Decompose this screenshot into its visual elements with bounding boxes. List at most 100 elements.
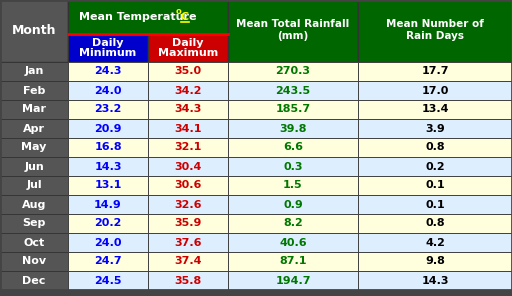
Text: Maximum: Maximum — [158, 48, 218, 58]
Text: 14.9: 14.9 — [94, 200, 122, 210]
Bar — [148, 81, 228, 100]
Bar — [358, 271, 512, 290]
Bar — [358, 81, 512, 100]
Bar — [228, 157, 358, 176]
Text: 17.7: 17.7 — [421, 67, 449, 76]
Bar — [0, 100, 68, 119]
Text: 13.4: 13.4 — [421, 104, 449, 115]
Text: Oct: Oct — [24, 237, 45, 247]
Text: 20.2: 20.2 — [94, 218, 122, 229]
Text: 24.5: 24.5 — [94, 276, 122, 286]
Bar — [0, 195, 68, 214]
Bar — [148, 119, 228, 138]
Text: 32.6: 32.6 — [174, 200, 202, 210]
Text: Apr: Apr — [23, 123, 45, 133]
Text: 0.1: 0.1 — [425, 181, 445, 191]
Bar — [68, 0, 228, 34]
Bar — [68, 195, 148, 214]
Bar — [228, 252, 358, 271]
Text: Aug: Aug — [22, 200, 46, 210]
Bar — [0, 138, 68, 157]
Text: Jul: Jul — [26, 181, 42, 191]
Bar — [358, 252, 512, 271]
Bar — [148, 62, 228, 81]
Bar — [0, 81, 68, 100]
Bar — [148, 157, 228, 176]
Bar — [68, 252, 148, 271]
Bar — [0, 62, 68, 81]
Text: Feb: Feb — [23, 86, 45, 96]
Bar — [148, 176, 228, 195]
Bar — [68, 81, 148, 100]
Text: 0.9: 0.9 — [283, 200, 303, 210]
Bar — [0, 176, 68, 195]
Bar — [148, 34, 228, 62]
Bar — [68, 214, 148, 233]
Text: 24.7: 24.7 — [94, 257, 122, 266]
Bar — [228, 214, 358, 233]
Bar — [148, 214, 228, 233]
Text: 35.9: 35.9 — [174, 218, 202, 229]
Bar — [358, 214, 512, 233]
Bar — [68, 233, 148, 252]
Text: 37.6: 37.6 — [174, 237, 202, 247]
Text: 23.2: 23.2 — [94, 104, 122, 115]
Text: 20.9: 20.9 — [94, 123, 122, 133]
Bar — [68, 157, 148, 176]
Text: 0.8: 0.8 — [425, 142, 445, 152]
Bar — [228, 119, 358, 138]
Text: 24.3: 24.3 — [94, 67, 122, 76]
Text: 39.8: 39.8 — [279, 123, 307, 133]
Text: Jun: Jun — [24, 162, 44, 171]
Text: 87.1: 87.1 — [279, 257, 307, 266]
Text: 24.0: 24.0 — [94, 86, 122, 96]
Bar — [358, 195, 512, 214]
Text: 0.8: 0.8 — [425, 218, 445, 229]
Text: 14.3: 14.3 — [421, 276, 449, 286]
Bar — [68, 138, 148, 157]
Text: C: C — [181, 12, 189, 22]
Text: 34.3: 34.3 — [174, 104, 202, 115]
Text: 35.8: 35.8 — [175, 276, 202, 286]
Text: Dec: Dec — [23, 276, 46, 286]
Text: o: o — [175, 7, 181, 17]
Text: 34.1: 34.1 — [174, 123, 202, 133]
Text: 13.1: 13.1 — [94, 181, 122, 191]
Text: 243.5: 243.5 — [275, 86, 311, 96]
Text: 37.4: 37.4 — [174, 257, 202, 266]
Bar — [148, 195, 228, 214]
Text: 9.8: 9.8 — [425, 257, 445, 266]
Text: 0.2: 0.2 — [425, 162, 445, 171]
Text: Daily: Daily — [92, 38, 124, 48]
Bar — [358, 233, 512, 252]
Bar — [228, 0, 358, 62]
Text: Jan: Jan — [24, 67, 44, 76]
Text: 194.7: 194.7 — [275, 276, 311, 286]
Text: Rain Days: Rain Days — [406, 31, 464, 41]
Bar — [0, 214, 68, 233]
Bar — [228, 176, 358, 195]
Text: 185.7: 185.7 — [275, 104, 311, 115]
Bar — [0, 271, 68, 290]
Text: 40.6: 40.6 — [279, 237, 307, 247]
Bar — [0, 233, 68, 252]
Bar — [148, 138, 228, 157]
Text: 17.0: 17.0 — [421, 86, 449, 96]
Text: 8.2: 8.2 — [283, 218, 303, 229]
Bar — [68, 119, 148, 138]
Bar — [148, 271, 228, 290]
Text: (mm): (mm) — [278, 31, 309, 41]
Bar — [148, 100, 228, 119]
Bar — [148, 233, 228, 252]
Text: 14.3: 14.3 — [94, 162, 122, 171]
Bar — [358, 0, 512, 62]
Bar — [228, 100, 358, 119]
Bar — [0, 157, 68, 176]
Text: 30.6: 30.6 — [174, 181, 202, 191]
Bar — [0, 0, 68, 62]
Text: Mean Temperature: Mean Temperature — [79, 12, 201, 22]
Bar — [358, 176, 512, 195]
Bar — [358, 62, 512, 81]
Text: Mean Total Rainfall: Mean Total Rainfall — [237, 19, 350, 29]
Text: Mar: Mar — [22, 104, 46, 115]
